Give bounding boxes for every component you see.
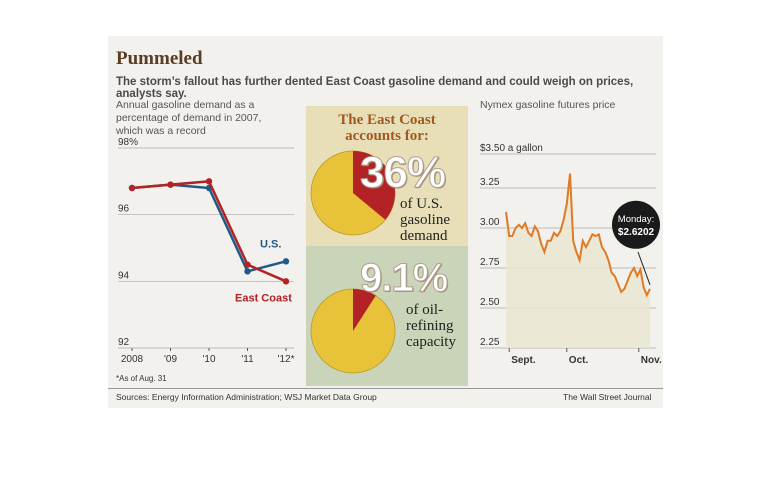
annotation-pointer	[637, 251, 651, 285]
left-xtick: '12*	[278, 354, 295, 365]
right-ytick: 2.75	[480, 257, 500, 268]
left-ytick: 92	[118, 337, 130, 348]
demand-chart: 98% 96 94 92 2008 '09 '10 '11 '12* U.S. East Coast	[118, 137, 295, 365]
sources: Sources: Energy Information Administrati…	[116, 392, 377, 402]
footer-divider	[108, 388, 663, 389]
pie-refining-capacity	[310, 288, 396, 374]
left-ytick: 98%	[118, 137, 138, 148]
left-series-point	[244, 261, 251, 268]
left-chart-caption: Annual gasoline demand as a percentage o…	[116, 99, 262, 137]
right-ytick: 3.25	[480, 177, 500, 188]
annotation-label: Monday:	[618, 214, 654, 225]
left-series-point	[244, 268, 251, 275]
left-xtick: '11	[241, 354, 254, 365]
annotation-bubble	[612, 200, 660, 249]
right-ytick: 2.50	[480, 297, 500, 308]
pie2-slice	[353, 289, 376, 331]
right-ytick: 3.00	[480, 217, 500, 228]
left-ytick: 94	[118, 270, 130, 281]
stat1-label: of U.S. gasoline demand	[400, 196, 450, 244]
futures-line	[505, 173, 651, 298]
credit: The Wall Street Journal	[563, 392, 652, 402]
futures-chart: $3.50 a gallon 3.25 3.00 2.75 2.50 2.25 Sept. O…	[480, 143, 662, 366]
stat1-value: 36%	[359, 148, 446, 198]
left-xtick: 2008	[121, 354, 144, 365]
annotation-value: $2.6202	[618, 227, 655, 238]
pie-gasoline-demand	[310, 150, 396, 236]
left-xtick: '09	[164, 354, 177, 365]
left-series-line	[131, 183, 287, 273]
infographic-panel: Pummeled The storm’s fallout has further…	[108, 36, 663, 408]
right-ytick: 2.25	[480, 337, 500, 348]
right-chart-caption: Nymex gasoline futures price	[480, 99, 616, 111]
series-label-east-coast: East Coast	[235, 292, 292, 304]
right-xtick: Nov.	[641, 355, 662, 366]
right-xtick: Oct.	[569, 355, 589, 366]
stat2-label: of oil-refining capacity	[406, 302, 456, 350]
left-series-point	[282, 278, 290, 285]
futures-area	[506, 173, 650, 348]
right-ylabel: $3.50 a gallon	[480, 143, 543, 154]
callout-heading: The East Coast accounts for:	[338, 112, 436, 144]
right-xtick: Sept.	[511, 355, 536, 366]
pie1-slice	[353, 151, 395, 220]
stat2-value: 9.1%	[359, 256, 448, 301]
footnote: *As of Aug. 31	[116, 374, 167, 383]
left-series-point	[282, 258, 290, 265]
left-series-point	[205, 178, 213, 185]
series-label-us: U.S.	[260, 238, 281, 250]
left-series-point	[128, 184, 136, 192]
page-title: Pummeled	[116, 48, 203, 69]
subtitle: The storm’s fallout has further dented E…	[116, 76, 634, 100]
left-series-point	[167, 181, 174, 188]
left-xtick: '10	[202, 354, 215, 365]
left-ytick: 96	[118, 204, 130, 215]
